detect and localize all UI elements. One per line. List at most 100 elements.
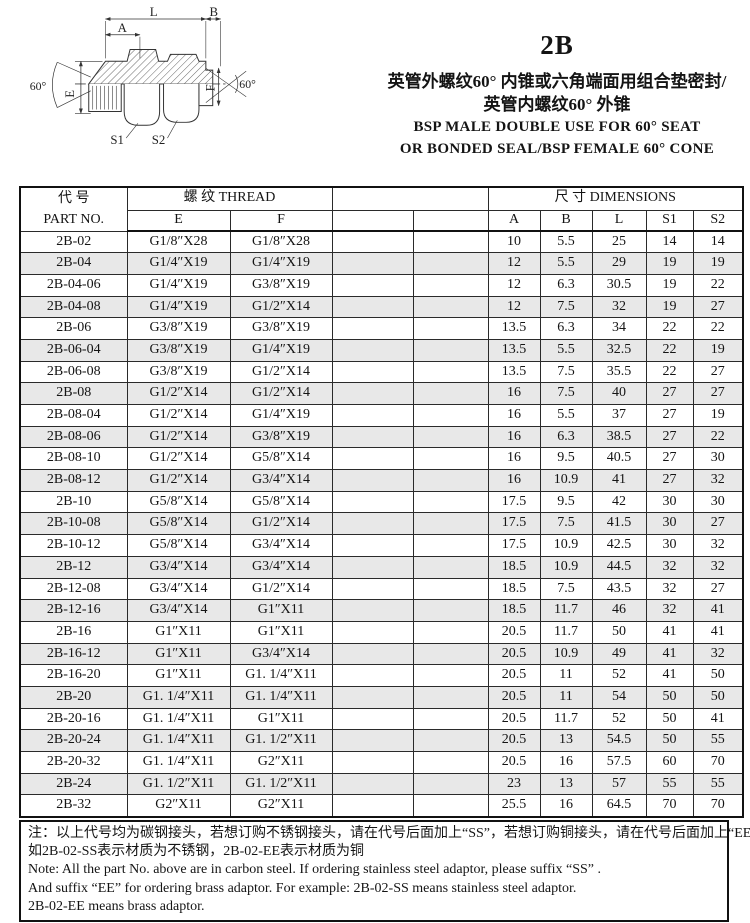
empty-cell bbox=[331, 317, 414, 340]
dim-label-l: L bbox=[150, 5, 158, 19]
note-cn-line2: 如2B-02-SS表示材质为不锈钢，2B-02-EE表示材质为铜 bbox=[28, 844, 364, 860]
table-row: 2B-06 G3/8″X19 G3/8″X19 13.5 6.3 34 22 22 bbox=[19, 317, 744, 340]
empty-cell bbox=[331, 751, 414, 774]
empty-cell bbox=[331, 382, 414, 405]
part-no-cell: 2B-24 bbox=[19, 772, 128, 796]
empty-cell bbox=[412, 360, 489, 384]
b-cell: 13 bbox=[539, 729, 593, 752]
nut-s1-outline bbox=[123, 83, 161, 126]
empty-cell bbox=[331, 620, 414, 644]
page-title: 2B bbox=[540, 30, 574, 60]
part-no-cell: 2B-12-08 bbox=[19, 577, 128, 601]
s2-cell: 27 bbox=[692, 382, 744, 405]
b-cell: 10.9 bbox=[539, 469, 593, 492]
table-row: 2B-08-10 G1/2″X14 G5/8″X14 16 9.5 40.5 27 30 bbox=[19, 447, 744, 471]
s2-leader bbox=[167, 120, 178, 139]
b-cell: 6.3 bbox=[539, 273, 593, 297]
f-cell: G1/2″X14 bbox=[229, 382, 333, 405]
f-cell: G3/4″X14 bbox=[229, 555, 333, 579]
a-cell: 20.5 bbox=[487, 620, 541, 644]
part-no-cell: 2B-06 bbox=[19, 317, 128, 340]
b-cell: 16 bbox=[539, 794, 593, 818]
s1-cell: 14 bbox=[645, 230, 694, 254]
s1-label: S1 bbox=[110, 133, 124, 147]
e-cell: G1. 1/4″X11 bbox=[126, 729, 231, 752]
part-no-cell: 2B-12-16 bbox=[19, 599, 128, 622]
col-header-dimensions: 尺 寸 DIMENSIONS bbox=[487, 186, 744, 211]
l-cell: 32 bbox=[591, 295, 647, 319]
a-cell: 17.5 bbox=[487, 512, 541, 536]
s2-cell: 41 bbox=[692, 707, 744, 731]
table-row: 2B-10-08 G5/8″X14 G1/2″X14 17.5 7.5 41.5 30 27 bbox=[19, 512, 744, 536]
f-cell: G1/2″X14 bbox=[229, 577, 333, 601]
col-header-a: A bbox=[487, 209, 541, 232]
empty-cell bbox=[412, 707, 489, 731]
empty-cell bbox=[331, 252, 414, 275]
a-cell: 16 bbox=[487, 382, 541, 405]
s2-cell: 41 bbox=[692, 599, 744, 622]
s1-cell: 19 bbox=[645, 295, 694, 319]
s1-cell: 50 bbox=[645, 685, 694, 709]
empty-cell bbox=[412, 620, 489, 644]
a-cell: 13.5 bbox=[487, 317, 541, 340]
part-no-cell: 2B-16-20 bbox=[19, 664, 128, 687]
s1-cell: 19 bbox=[645, 273, 694, 297]
empty-cell bbox=[331, 273, 414, 297]
a-cell: 13.5 bbox=[487, 338, 541, 362]
f-cell: G1″X11 bbox=[229, 707, 333, 731]
col-header-f: F bbox=[229, 209, 333, 232]
part-no-cell: 2B-04-06 bbox=[19, 273, 128, 297]
f-cell: G3/4″X14 bbox=[229, 534, 333, 557]
l-cell: 38.5 bbox=[591, 425, 647, 449]
table-row: 2B-20-32 G1. 1/4″X11 G2″X11 20.5 16 57.5 60 70 bbox=[19, 751, 744, 774]
part-no-cell: 2B-16-12 bbox=[19, 642, 128, 666]
l-cell: 42 bbox=[591, 490, 647, 514]
s1-cell: 30 bbox=[645, 490, 694, 514]
note-en-line3: 2B-02-EE means brass adaptor. bbox=[28, 898, 205, 914]
a-cell: 16 bbox=[487, 447, 541, 471]
empty-cell bbox=[412, 295, 489, 319]
empty-cell bbox=[331, 599, 414, 622]
e-cell: G1″X11 bbox=[126, 620, 231, 644]
empty-cell bbox=[412, 512, 489, 536]
col-header-blank-2 bbox=[412, 209, 489, 232]
l-cell: 54 bbox=[591, 685, 647, 709]
a-cell: 18.5 bbox=[487, 555, 541, 579]
s1-cell: 19 bbox=[645, 252, 694, 275]
empty-cell bbox=[331, 230, 414, 254]
table-row: 2B-16-20 G1″X11 G1. 1/4″X11 20.5 11 52 41 50 bbox=[19, 664, 744, 687]
l-cell: 32.5 bbox=[591, 338, 647, 362]
part-no-cell: 2B-04 bbox=[19, 252, 128, 275]
table-row: 2B-16 G1″X11 G1″X11 20.5 11.7 50 41 41 bbox=[19, 620, 744, 644]
s1-cell: 70 bbox=[645, 794, 694, 818]
adaptor-section-drawing: L B A E F 60° 60° bbox=[30, 5, 256, 147]
l-cell: 37 bbox=[591, 404, 647, 427]
s1-cell: 27 bbox=[645, 469, 694, 492]
a-cell: 17.5 bbox=[487, 490, 541, 514]
s1-cell: 22 bbox=[645, 317, 694, 340]
empty-cell bbox=[331, 772, 414, 796]
e-cell: G3/8″X19 bbox=[126, 317, 231, 340]
empty-cell bbox=[412, 273, 489, 297]
e-cell: G5/8″X14 bbox=[126, 512, 231, 536]
s1-cell: 27 bbox=[645, 447, 694, 471]
b-cell: 10.9 bbox=[539, 642, 593, 666]
b-cell: 5.5 bbox=[539, 404, 593, 427]
table-row: 2B-04-06 G1/4″X19 G3/8″X19 12 6.3 30.5 19 22 bbox=[19, 273, 744, 297]
e-cell: G1/2″X14 bbox=[126, 404, 231, 427]
empty-cell bbox=[412, 729, 489, 752]
b-cell: 11 bbox=[539, 685, 593, 709]
b-cell: 7.5 bbox=[539, 360, 593, 384]
table-row: 2B-16-12 G1″X11 G3/4″X14 20.5 10.9 49 41 32 bbox=[19, 642, 744, 666]
l-cell: 41 bbox=[591, 469, 647, 492]
angle-right-label: 60° bbox=[239, 77, 256, 91]
b-cell: 6.3 bbox=[539, 317, 593, 340]
a-cell: 16 bbox=[487, 469, 541, 492]
f-cell: G5/8″X14 bbox=[229, 490, 333, 514]
note-en-line1: Note: All the part No. above are in carb… bbox=[28, 862, 602, 878]
l-cell: 52 bbox=[591, 707, 647, 731]
empty-cell bbox=[412, 425, 489, 449]
table-row: 2B-08 G1/2″X14 G1/2″X14 16 7.5 40 27 27 bbox=[19, 382, 744, 405]
s1-cell: 27 bbox=[645, 425, 694, 449]
